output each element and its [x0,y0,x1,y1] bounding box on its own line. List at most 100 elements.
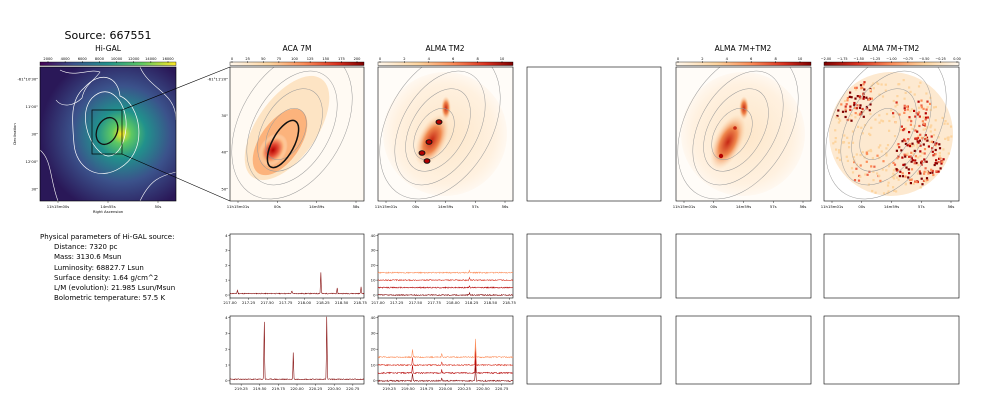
ratio-pixel [934,119,937,122]
aca7m-contour [246,70,338,186]
x-tick-label: 217.25 [242,300,256,305]
colorbar-tick-label: 125 [307,57,314,61]
colorbar-tick-label: 2 [403,57,405,61]
combo-contour [703,88,769,172]
ratio-pixel [918,170,921,173]
ratio-pixel [915,138,918,141]
y-tick-label: 30" [31,186,38,191]
x-tick-label: 57s [472,204,479,209]
ratio-pixel [913,93,916,96]
ratio-pixel [925,180,928,183]
y-tick-label: 30" [221,113,228,118]
ratio-pixel [869,112,872,116]
ratio-pixel [926,106,929,109]
x-tick-label: 220.25 [458,386,472,391]
ratio-pixel [853,101,856,105]
ratio-pixel [920,177,923,180]
ratio-pixel [914,155,917,158]
ratio-pixel [860,126,863,129]
ratio-pixel [850,96,853,99]
ratio-pixel [920,104,923,107]
ratio-pixel [854,106,857,110]
x-tick-label: 57s [918,204,925,209]
ratio-pixel [888,129,891,132]
aca7m-spectrum-upper: 217.00 217.25 217.50 217.75 218.00 218.25 218.… [223,233,367,305]
ratio-pixel [857,125,860,128]
ratio-pixel [869,148,872,152]
ratio-pixel [868,170,871,173]
ratio-pixel [924,179,927,182]
ratio-pixel [896,176,899,179]
ratio-pixel [921,120,924,123]
ratio-pixel [884,83,887,86]
x-tick-label: 218.25 [316,300,330,305]
combo-x-ticks: 11h15m01s 00s 14m59s 57s 56s [673,201,806,209]
ratio-pixel [939,167,942,170]
ratio-pixel [897,178,900,181]
combo-contour [677,67,799,200]
ratio-pixel [897,143,900,146]
ratio-pixel [924,118,927,121]
combo-contour [692,70,784,186]
spectrum-line [377,269,514,275]
ratio-pixel [843,134,846,137]
ratio-pixel [905,166,908,169]
ratio-pixel [907,176,910,179]
ratio-pixel [917,172,920,175]
colorbar-tick-label: 50 [261,57,266,61]
ratio-pixel [921,137,924,140]
ratio-pixel [872,87,875,90]
ratio-pixel [941,116,944,119]
ratio-pixel [880,119,883,122]
ratio-pixel [946,122,949,125]
ratio-pixel [904,127,907,130]
ratio-pixel [876,154,879,157]
ratio-pixel [854,112,857,115]
ratio-pixel [886,184,890,187]
colorbar-tick-label: 2000 [43,57,53,61]
x-tick-label: 218.25 [465,300,479,305]
higal-xlabel: Right Ascension [93,209,124,214]
ratio-pixel [903,163,906,166]
ratio-pixel [870,150,873,153]
ratio-colorbar-ticks: −2.00 −1.75 −1.50 −1.25 −1.00 −0.75 −0.50 −0.25… [821,57,961,63]
param-mass: Mass: 3130.6 Msun [54,253,122,262]
higal-x-ticks: 11h15m00s 14m55s 50s [47,201,161,209]
ratio-pixel [932,106,936,109]
ratio-pixel [858,174,861,177]
colorbar-tick-label: 175 [338,57,345,61]
ratio-panel: ALMA 7M+TM2 −2.00 −1.75 −1.50 −1.25 −1.00 −0.… [821,44,961,209]
y-tick-label: 0 [373,378,376,383]
ratio-pixel [919,172,922,175]
ratio-pixel [917,85,921,88]
ratio-pixel [886,144,890,147]
ratio-contour [825,67,947,200]
x-tick-label: 219.75 [420,386,434,391]
x-tick-label: 14m59s [309,204,324,209]
tm2-core-marker [418,150,426,156]
ratio-pixel [922,107,925,110]
ratio-pixel [916,136,920,140]
ratio-pixel [874,118,877,121]
ratio-pixel [849,91,852,94]
colorbar-tick-label: 10 [798,57,803,61]
ratio-pixel [925,177,929,180]
ratio-pixel [926,116,929,119]
ratio-pixel [930,135,933,138]
x-tick-label: 56s [502,204,509,209]
ratio-pixel [899,170,902,173]
ratio-pixel [869,90,872,93]
ratio-pixel [896,95,899,98]
ratio-pixel [907,168,910,171]
param-tbol: Bolometric temperature: 57.5 K [54,294,166,303]
ratio-pixel [931,169,934,173]
figure-title: Source: 667551 [65,29,152,42]
ratio-pixel [859,104,862,107]
x-tick-label: 58s [353,204,360,209]
x-tick-label: 219.50 [401,386,415,391]
ratio-pixel [922,116,925,119]
ratio-pixel [870,97,873,100]
ratio-pixel [918,139,921,142]
ratio-pixel [892,161,895,164]
ratio-pixel [944,137,947,140]
